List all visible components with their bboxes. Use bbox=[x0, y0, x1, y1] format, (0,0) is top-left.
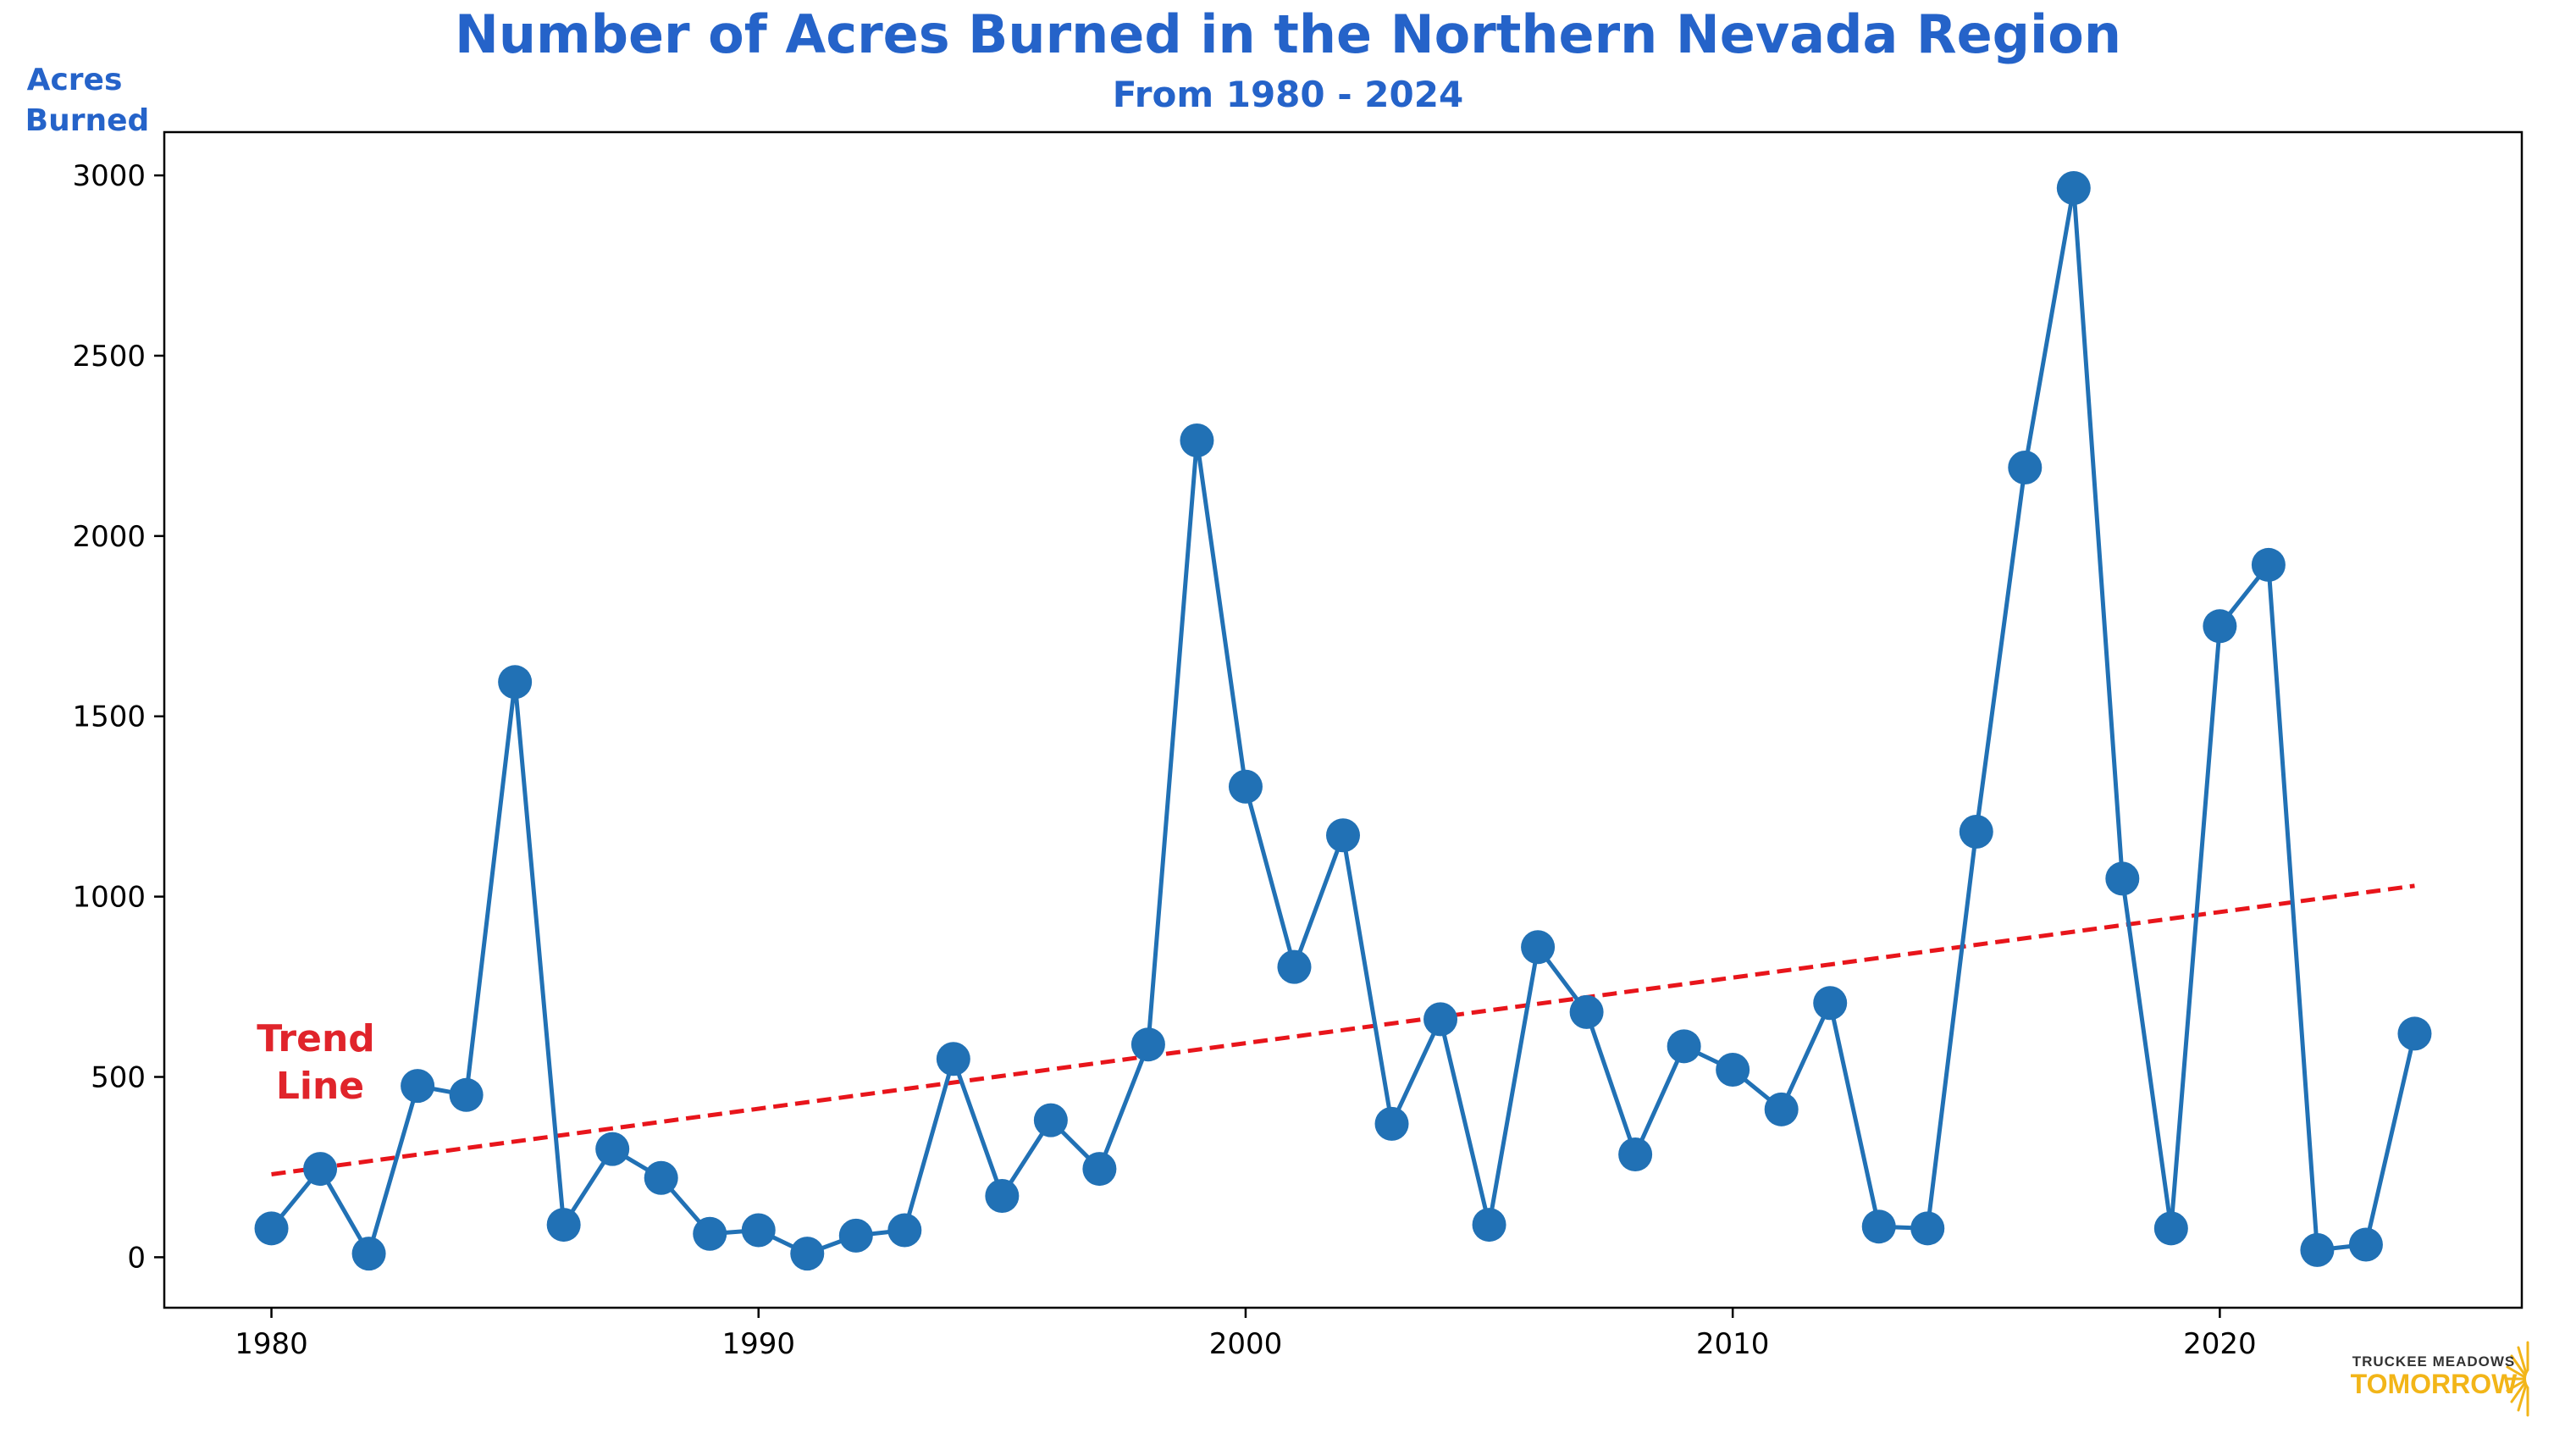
y-axis-ticks: 0 500 1000 1500 2000 2500 3000 bbox=[72, 159, 164, 1275]
data-point bbox=[1813, 986, 1848, 1021]
data-point bbox=[1033, 1103, 1068, 1137]
data-point bbox=[595, 1132, 630, 1166]
trend-line bbox=[271, 883, 2415, 1176]
data-point bbox=[644, 1160, 678, 1195]
data-point bbox=[1716, 1052, 1750, 1087]
logo-bottom-text: TOMORROW bbox=[2351, 1369, 2518, 1399]
y-tick-label: 2500 bbox=[72, 340, 146, 374]
y-tick-label: 500 bbox=[91, 1061, 146, 1095]
data-point bbox=[1569, 994, 1604, 1029]
logo-top-text: TRUCKEE MEADOWS bbox=[2352, 1353, 2516, 1370]
data-point bbox=[1180, 423, 1214, 458]
y-tick-label: 1000 bbox=[72, 881, 146, 915]
data-point bbox=[1277, 949, 1312, 984]
x-axis-ticks: 1980 1990 2000 2010 2020 bbox=[235, 1308, 2257, 1361]
data-point bbox=[1764, 1092, 1799, 1126]
data-point bbox=[1130, 1027, 1165, 1062]
data-point bbox=[1472, 1208, 1506, 1243]
y-tick-label: 1500 bbox=[72, 700, 146, 734]
data-point bbox=[1326, 818, 1360, 853]
truckee-meadows-tomorrow-logo: TRUCKEE MEADOWS TOMORROW bbox=[2351, 1341, 2553, 1417]
data-point bbox=[2105, 861, 2140, 896]
data-point bbox=[2348, 1227, 2383, 1262]
series-group bbox=[269, 185, 2417, 1256]
y-axis-label-line1: Acres bbox=[27, 63, 123, 97]
data-point bbox=[790, 1237, 825, 1271]
data-point bbox=[303, 1152, 338, 1187]
y-tick-label: 0 bbox=[127, 1241, 146, 1275]
data-point bbox=[1910, 1211, 1945, 1246]
x-tick-label: 2020 bbox=[2183, 1327, 2257, 1361]
x-tick-label: 2000 bbox=[1209, 1327, 1283, 1361]
sun-icon bbox=[2504, 1341, 2553, 1417]
x-tick-label: 1980 bbox=[235, 1327, 308, 1361]
data-point bbox=[1959, 814, 1993, 849]
data-point bbox=[1521, 930, 1556, 965]
series-line bbox=[269, 185, 2417, 1256]
y-tick-label: 3000 bbox=[72, 159, 146, 193]
y-axis-label-line2: Burned bbox=[25, 103, 150, 138]
data-point bbox=[1667, 1029, 1701, 1064]
data-point bbox=[1228, 769, 1263, 804]
y-tick-label: 2000 bbox=[72, 520, 146, 554]
data-point bbox=[449, 1077, 484, 1112]
data-point bbox=[2300, 1232, 2335, 1267]
chart-title: Number of Acres Burned in the Northern N… bbox=[455, 3, 2121, 65]
data-point bbox=[2008, 450, 2043, 484]
trend-annotation-line1: Trend bbox=[257, 1017, 375, 1060]
x-tick-label: 2010 bbox=[1696, 1327, 1770, 1361]
data-point bbox=[2251, 547, 2286, 582]
trend-annotation-line2: Line bbox=[276, 1065, 364, 1108]
data-point bbox=[838, 1218, 873, 1253]
x-tick-label: 1990 bbox=[721, 1327, 795, 1361]
data-point bbox=[498, 665, 533, 700]
data-point bbox=[1423, 1002, 1458, 1037]
data-point bbox=[351, 1237, 386, 1271]
data-point bbox=[741, 1213, 776, 1248]
data-point bbox=[254, 1211, 289, 1246]
data-point bbox=[1082, 1152, 1117, 1187]
data-point bbox=[2397, 1016, 2432, 1051]
data-point bbox=[2153, 1211, 2188, 1246]
series-markers bbox=[254, 170, 2432, 1271]
data-point bbox=[546, 1208, 581, 1243]
data-point bbox=[1374, 1106, 1409, 1141]
data-point bbox=[2203, 609, 2237, 644]
data-point bbox=[887, 1213, 922, 1248]
data-point bbox=[2056, 170, 2091, 205]
data-point bbox=[936, 1042, 970, 1076]
chart-subtitle: From 1980 - 2024 bbox=[1113, 74, 1463, 115]
plot-frame bbox=[163, 130, 2523, 1309]
data-point bbox=[401, 1069, 435, 1104]
data-point bbox=[1618, 1137, 1653, 1172]
data-point bbox=[693, 1216, 727, 1251]
trend-line-group bbox=[271, 883, 2415, 1176]
data-point bbox=[985, 1179, 1020, 1214]
data-point bbox=[1861, 1209, 1896, 1244]
